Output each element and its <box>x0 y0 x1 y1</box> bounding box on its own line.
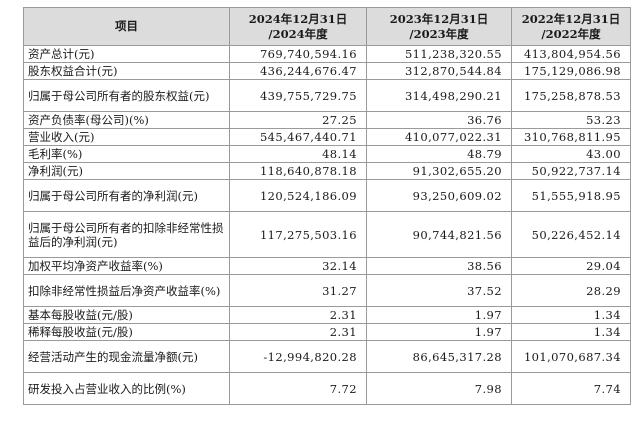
value-2024: 7.72 <box>229 372 367 405</box>
row-label: 净利润(元) <box>23 162 230 180</box>
table-row: 营业收入(元) 545,467,440.71 410,077,022.31 31… <box>23 128 631 146</box>
row-label: 毛利率(%) <box>23 145 230 163</box>
value-2024: 117,275,503.16 <box>229 211 367 258</box>
row-label: 扣除非经常性损益后净资产收益率(%) <box>23 274 230 307</box>
row-label: 研发投入占营业收入的比例(%) <box>23 372 230 405</box>
value-2024: 48.14 <box>229 145 367 163</box>
table-row: 归属于母公司所有者的扣除非经常性损益后的净利润(元) 117,275,503.1… <box>23 211 631 258</box>
value-2022: 51,555,918.95 <box>511 179 631 212</box>
value-2023: 37.52 <box>366 274 512 307</box>
value-2023: 93,250,609.02 <box>366 179 512 212</box>
value-2022: 29.04 <box>511 257 631 275</box>
value-2024: 439,755,729.75 <box>229 79 367 112</box>
value-2022: 175,129,086.98 <box>511 62 631 80</box>
table-row: 加权平均净资产收益率(%) 32.14 38.56 29.04 <box>23 257 631 275</box>
value-2024: 118,640,878.18 <box>229 162 367 180</box>
header-2023: 2023年12月31日 /2023年度 <box>366 7 512 46</box>
table-row: 经营活动产生的现金流量净额(元) -12,994,820.28 86,645,3… <box>23 340 631 373</box>
table-row: 归属于母公司所有者的净利润(元) 120,524,186.09 93,250,6… <box>23 179 631 212</box>
row-label: 股东权益合计(元) <box>23 62 230 80</box>
value-2024: -12,994,820.28 <box>229 340 367 373</box>
value-2024: 120,524,186.09 <box>229 179 367 212</box>
value-2023: 90,744,821.56 <box>366 211 512 258</box>
table-row: 扣除非经常性损益后净资产收益率(%) 31.27 37.52 28.29 <box>23 274 631 307</box>
row-label: 归属于母公司所有者的扣除非经常性损益后的净利润(元) <box>23 211 230 258</box>
value-2023: 36.76 <box>366 111 512 129</box>
value-2023: 1.97 <box>366 306 512 324</box>
row-label: 归属于母公司所有者的净利润(元) <box>23 179 230 212</box>
value-2024: 31.27 <box>229 274 367 307</box>
value-2023: 38.56 <box>366 257 512 275</box>
header-item: 项目 <box>23 7 230 46</box>
table-row: 毛利率(%) 48.14 48.79 43.00 <box>23 145 631 163</box>
table-header: 项目 2024年12月31日 /2024年度 2023年12月31日 /2023… <box>23 7 631 46</box>
table-row: 基本每股收益(元/股) 2.31 1.97 1.34 <box>23 306 631 324</box>
value-2024: 436,244,676.47 <box>229 62 367 80</box>
value-2023: 1.97 <box>366 323 512 341</box>
row-label: 归属于母公司所有者的股东权益(元) <box>23 79 230 112</box>
value-2022: 1.34 <box>511 306 631 324</box>
value-2023: 48.79 <box>366 145 512 163</box>
row-label: 资产总计(元) <box>23 45 230 63</box>
value-2022: 50,922,737.14 <box>511 162 631 180</box>
table-row: 稀释每股收益(元/股) 2.31 1.97 1.34 <box>23 323 631 341</box>
value-2023: 312,870,544.84 <box>366 62 512 80</box>
row-label: 基本每股收益(元/股) <box>23 306 230 324</box>
value-2024: 769,740,594.16 <box>229 45 367 63</box>
table-row: 资产负债率(母公司)(%) 27.25 36.76 53.23 <box>23 111 631 129</box>
value-2024: 2.31 <box>229 306 367 324</box>
value-2023: 91,302,655.20 <box>366 162 512 180</box>
table-row: 研发投入占营业收入的比例(%) 7.72 7.98 7.74 <box>23 372 631 405</box>
value-2023: 314,498,290.21 <box>366 79 512 112</box>
value-2022: 1.34 <box>511 323 631 341</box>
value-2022: 28.29 <box>511 274 631 307</box>
value-2022: 50,226,452.14 <box>511 211 631 258</box>
row-label: 资产负债率(母公司)(%) <box>23 111 230 129</box>
value-2023: 7.98 <box>366 372 512 405</box>
table-row: 资产总计(元) 769,740,594.16 511,238,320.55 41… <box>23 45 631 63</box>
table-body: 资产总计(元) 769,740,594.16 511,238,320.55 41… <box>23 45 631 405</box>
table-row: 净利润(元) 118,640,878.18 91,302,655.20 50,9… <box>23 162 631 180</box>
value-2022: 413,804,954.56 <box>511 45 631 63</box>
row-label: 稀释每股收益(元/股) <box>23 323 230 341</box>
value-2022: 101,070,687.34 <box>511 340 631 373</box>
value-2023: 511,238,320.55 <box>366 45 512 63</box>
value-2022: 53.23 <box>511 111 631 129</box>
value-2023: 86,645,317.28 <box>366 340 512 373</box>
row-label: 营业收入(元) <box>23 128 230 146</box>
table-row: 归属于母公司所有者的股东权益(元) 439,755,729.75 314,498… <box>23 79 631 112</box>
value-2024: 2.31 <box>229 323 367 341</box>
table-row: 股东权益合计(元) 436,244,676.47 312,870,544.84 … <box>23 62 631 80</box>
value-2022: 310,768,811.95 <box>511 128 631 146</box>
header-2022: 2022年12月31日 /2022年度 <box>511 7 631 46</box>
value-2024: 545,467,440.71 <box>229 128 367 146</box>
value-2022: 175,258,878.53 <box>511 79 631 112</box>
row-label: 加权平均净资产收益率(%) <box>23 257 230 275</box>
value-2022: 7.74 <box>511 372 631 405</box>
value-2024: 27.25 <box>229 111 367 129</box>
value-2022: 43.00 <box>511 145 631 163</box>
financial-data-table: 项目 2024年12月31日 /2024年度 2023年12月31日 /2023… <box>23 7 631 405</box>
value-2023: 410,077,022.31 <box>366 128 512 146</box>
header-2024: 2024年12月31日 /2024年度 <box>229 7 367 46</box>
value-2024: 32.14 <box>229 257 367 275</box>
row-label: 经营活动产生的现金流量净额(元) <box>23 340 230 373</box>
